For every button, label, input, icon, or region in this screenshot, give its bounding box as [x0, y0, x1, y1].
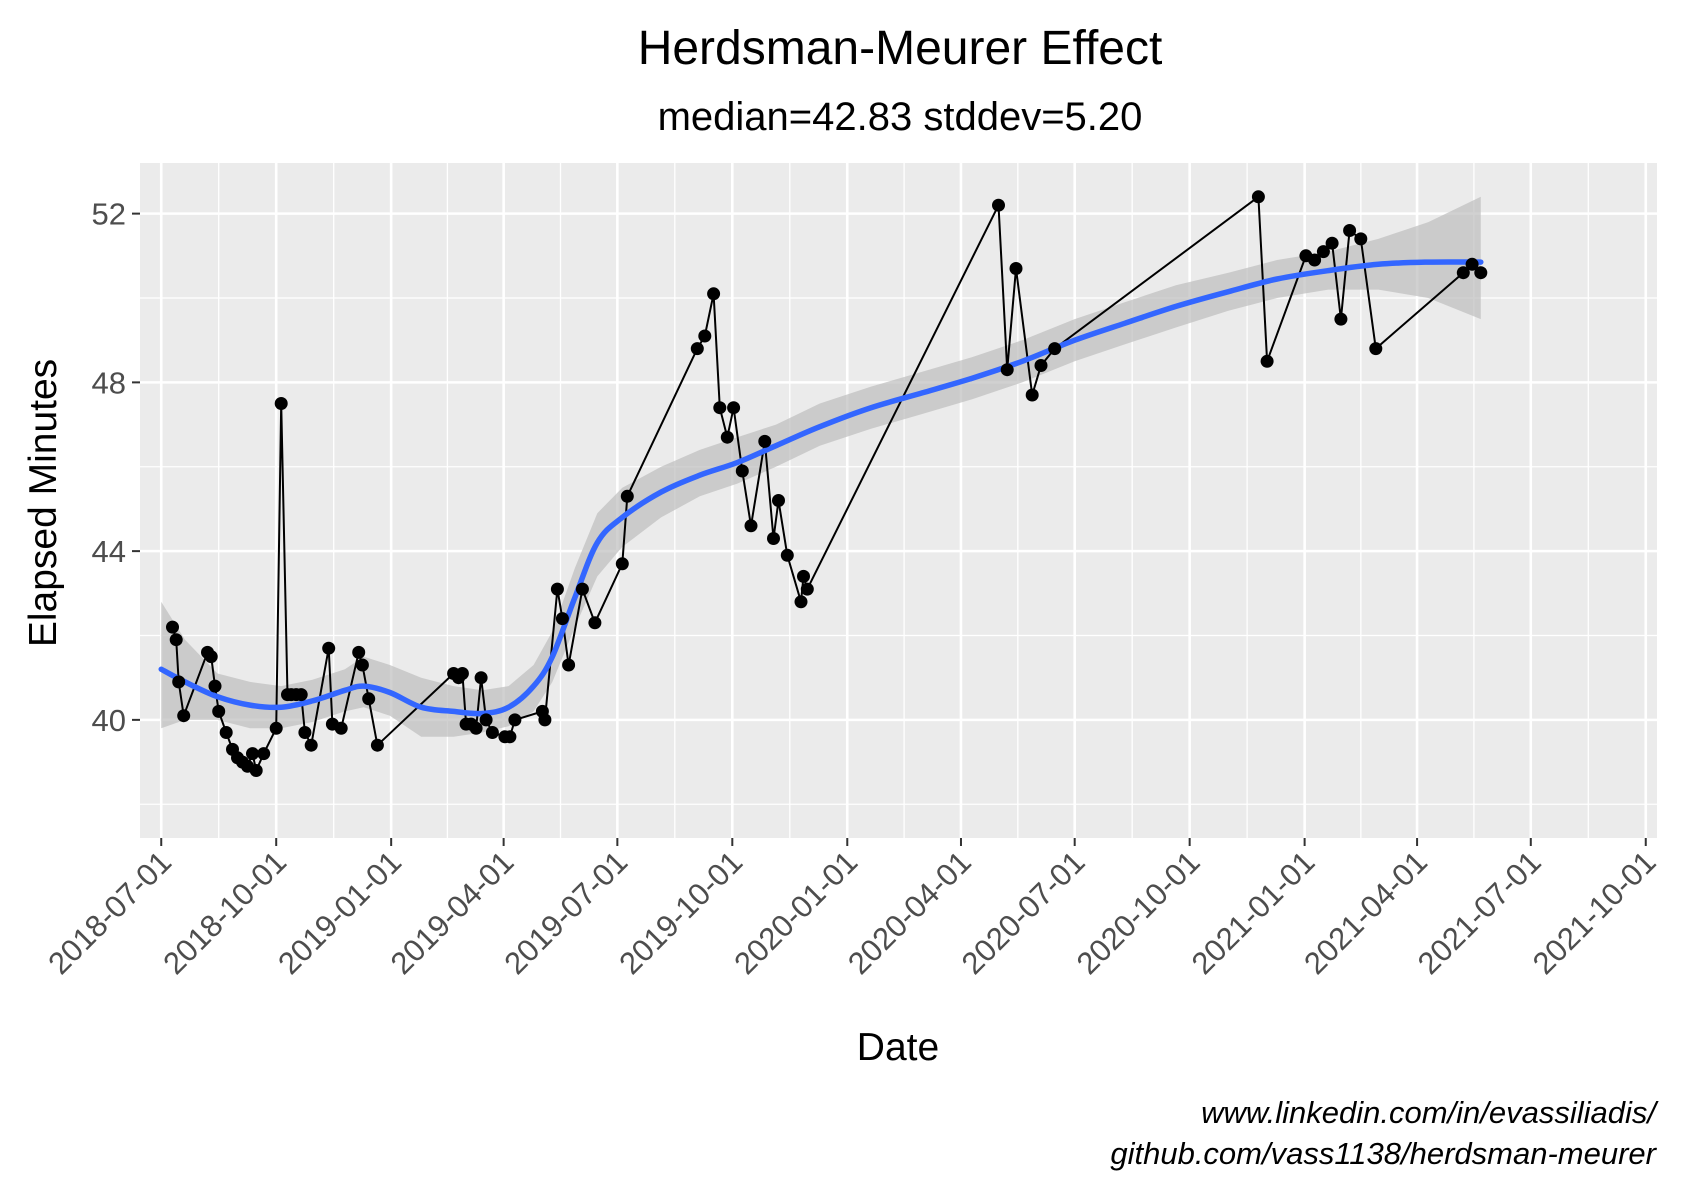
data-point [269, 721, 283, 735]
data-point [455, 667, 469, 680]
data-point [1474, 266, 1488, 280]
data-point [166, 620, 179, 634]
y-tick-label: 40 [92, 703, 126, 738]
data-point [219, 726, 233, 739]
y-tick-label: 52 [92, 197, 126, 232]
data-point [177, 709, 191, 723]
data-point [334, 721, 348, 735]
data-point [1343, 224, 1357, 237]
data-point [503, 730, 517, 744]
x-tick-label: 2020-07-01 [955, 844, 1092, 981]
x-axis-title: Date [857, 1026, 939, 1069]
x-tick-label: 2021-10-01 [1526, 844, 1663, 981]
data-point [1354, 232, 1368, 246]
x-tick-label: 2020-10-01 [1070, 844, 1207, 981]
data-point [744, 519, 758, 533]
y-tick-label: 48 [92, 365, 126, 400]
data-point [298, 726, 312, 739]
data-points [166, 190, 1488, 777]
smooth-line [158, 259, 1484, 717]
data-point [707, 287, 721, 301]
caption-line-1: www.linkedin.com/in/evassiliadis/ [1201, 1095, 1659, 1130]
data-point [615, 557, 629, 571]
data-point [479, 713, 493, 727]
data-point [1325, 236, 1339, 250]
data-point [555, 612, 569, 626]
data-point [690, 342, 704, 356]
data-point [772, 494, 785, 507]
confidence-ribbon [161, 196, 1481, 737]
x-tick-label: 2020-04-01 [841, 844, 978, 981]
data-point [562, 658, 576, 672]
x-tick-label: 2021-07-01 [1411, 844, 1548, 981]
data-point [1260, 354, 1274, 368]
x-tick-label: 2021-04-01 [1297, 844, 1434, 981]
data-point [575, 582, 589, 596]
data-point [550, 582, 564, 596]
data-point [352, 645, 366, 659]
data-point [720, 430, 734, 444]
data-point [1334, 312, 1348, 326]
data-point [172, 675, 186, 689]
data-point [362, 692, 376, 706]
x-tick-label: 2020-01-01 [727, 844, 864, 981]
data-point [758, 434, 772, 448]
data-point [1316, 245, 1330, 259]
data-point [727, 401, 741, 415]
y-tick-label: 44 [92, 534, 126, 569]
x-tick-label: 2018-10-01 [156, 844, 293, 981]
data-point [508, 713, 522, 727]
data-point [1000, 363, 1014, 377]
x-tick-label: 2019-04-01 [384, 844, 521, 981]
data-point [204, 650, 218, 664]
data-point [294, 688, 308, 702]
data-point [474, 671, 488, 685]
data-point [767, 532, 780, 545]
data-point [1009, 262, 1023, 275]
y-axis-title: Elapsed Minutes [22, 359, 65, 647]
data-point [1456, 266, 1470, 280]
x-tick-label: 2019-07-01 [497, 844, 634, 981]
data-point [370, 738, 384, 752]
data-point [169, 633, 183, 647]
data-point [1048, 342, 1062, 356]
data-point [538, 713, 552, 727]
data-point [1465, 257, 1479, 271]
x-tick-label: 2019-10-01 [612, 844, 749, 981]
data-point [322, 641, 336, 655]
x-axis: 2018-07-012018-10-012019-01-012019-04-01… [41, 838, 1663, 981]
data-point [1308, 253, 1322, 267]
chart-title: Herdsman-Meurer Effect [638, 22, 1163, 75]
data-point [274, 397, 288, 410]
data-point [208, 679, 222, 693]
data-point [992, 198, 1005, 212]
data-point [355, 658, 369, 672]
data-point [1251, 190, 1265, 204]
data-point [469, 721, 483, 735]
data-point [588, 616, 602, 630]
data-point [212, 704, 226, 718]
data-point [246, 747, 259, 761]
data-point [1025, 388, 1039, 402]
data-point [1034, 359, 1048, 372]
data-point [735, 464, 749, 478]
data-point [304, 738, 318, 752]
data-point [800, 582, 814, 596]
data-point [620, 489, 634, 503]
data-point [794, 595, 808, 609]
data-point [797, 569, 810, 583]
data-point [713, 401, 727, 415]
x-tick-label: 2018-07-01 [41, 844, 178, 981]
data-point [257, 747, 271, 761]
chart-subtitle: median=42.83 stddev=5.20 [658, 95, 1143, 139]
y-axis: 40 44 48 52 [92, 197, 140, 738]
data-point [1369, 342, 1383, 356]
data-point [485, 726, 499, 739]
data-point [249, 764, 263, 777]
data-point [780, 548, 794, 562]
data-point [698, 329, 712, 343]
caption-line-2: github.com/vass1138/herdsman-meurer [1110, 1136, 1657, 1171]
